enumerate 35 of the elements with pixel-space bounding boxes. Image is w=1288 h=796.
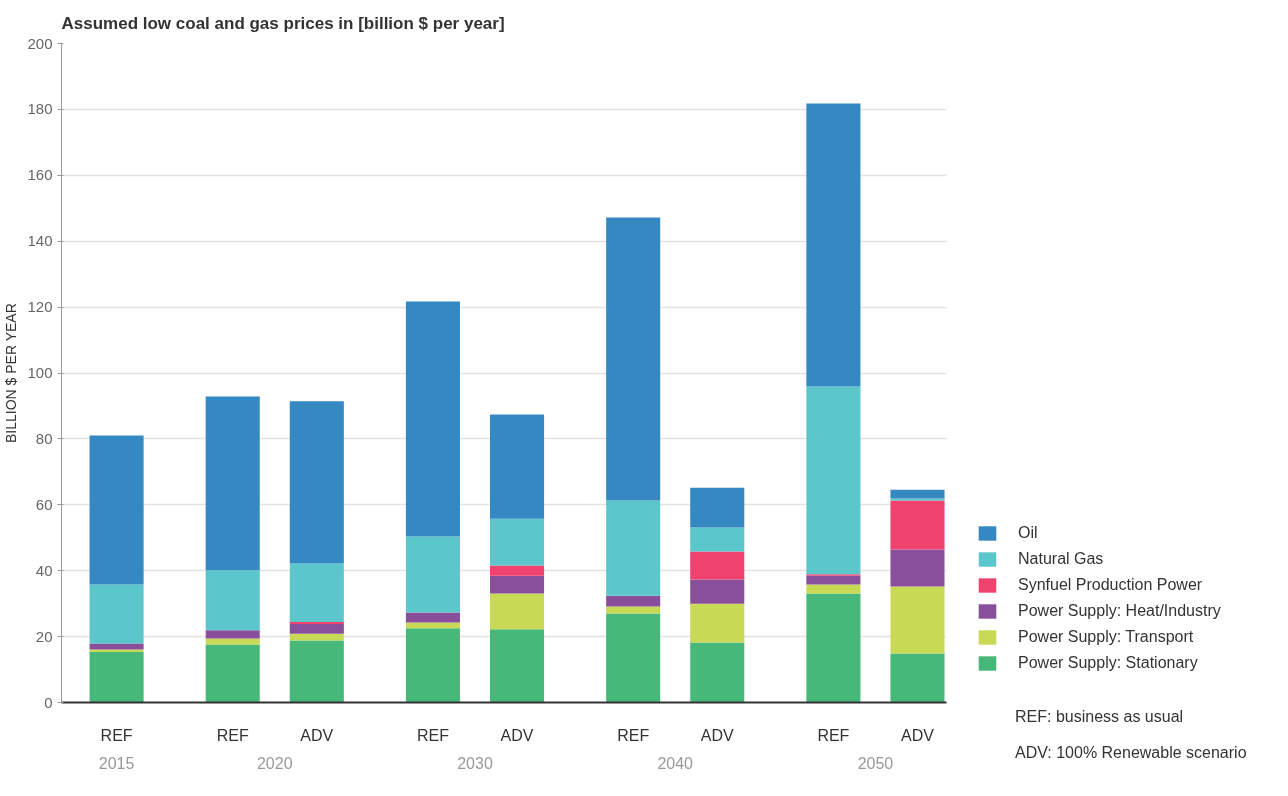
y-tick-label: 120 <box>27 298 53 316</box>
x-tick-label: ADV <box>300 726 334 744</box>
y-tick-label: 200 <box>27 34 53 52</box>
x-tick-label: REF <box>100 726 133 744</box>
x-tick-label: ADV <box>700 726 735 744</box>
x-tick-label: REF <box>617 726 650 744</box>
chart-title: Assumed low coal and gas prices in [billion $ per year] <box>61 13 505 33</box>
legend-label: Oil <box>1018 524 1038 542</box>
legend-label: Natural Gas <box>1018 550 1104 568</box>
text: 2020 <box>256 754 293 772</box>
y-tick-label: 20 <box>35 627 53 645</box>
text: 2050 <box>857 754 894 772</box>
y-tick-label: 60 <box>35 495 53 513</box>
text: 2030 <box>457 754 493 772</box>
y-tick-label: 40 <box>35 561 53 579</box>
x-tick-label: REF <box>817 726 850 744</box>
y-tick-label: 100 <box>27 364 53 381</box>
text: 2040 <box>657 754 694 772</box>
x-tick-label: ADV <box>500 726 534 744</box>
text: 2015 <box>98 754 135 772</box>
y-tick-label: 140 <box>27 232 53 250</box>
y-tick-label: 160 <box>27 166 53 184</box>
legend-label: Synfuel Production Power <box>1018 576 1203 594</box>
x-tick-label: REF <box>416 726 450 744</box>
text: REF: business as usual <box>1015 707 1184 727</box>
text: ADV: 100% Renewable scenario <box>1015 743 1247 763</box>
y-axis-title: BILLION $ PER YEAR <box>3 303 20 444</box>
legend-label: Power Supply: Heat/Industry <box>1018 602 1221 620</box>
y-tick-label: 0 <box>44 693 53 711</box>
x-tick-label: ADV <box>901 726 935 744</box>
x-tick-label: REF <box>216 726 249 744</box>
legend-label: Power Supply: Stationary <box>1018 654 1198 672</box>
legend-label: Power Supply: Transport <box>1018 628 1194 646</box>
y-tick-label: 80 <box>35 429 53 447</box>
y-tick-label: 180 <box>27 100 53 118</box>
